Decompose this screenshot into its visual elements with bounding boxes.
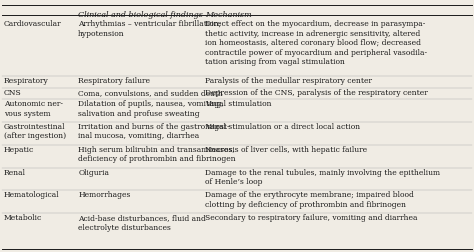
Text: Acid-base disturbances, fluid and
electrolyte disturbances: Acid-base disturbances, fluid and electr… [78,213,206,231]
Text: Necrosis of liver cells, with hepatic failure: Necrosis of liver cells, with hepatic fa… [205,145,367,153]
Text: Respiratory: Respiratory [4,77,48,85]
Text: Paralysis of the medullar respiratory center: Paralysis of the medullar respiratory ce… [205,77,372,85]
Text: Renal: Renal [4,168,26,176]
Text: CNS: CNS [4,88,21,97]
Text: Irritation and burns of the gastrointest-
inal mucosa, vomiting, diarrhea: Irritation and burns of the gastrointest… [78,122,230,140]
Text: Direct effect on the myocardium, decrease in parasympa-
thetic activity, increas: Direct effect on the myocardium, decreas… [205,20,427,66]
Text: Metabolic: Metabolic [4,213,42,221]
Text: Mechanism: Mechanism [205,11,252,19]
Text: Damage to the renal tubules, mainly involving the epithelium
of Henle’s loop: Damage to the renal tubules, mainly invo… [205,168,440,185]
Text: Arrhythmias – ventricular fibrillation;
hypotension: Arrhythmias – ventricular fibrillation; … [78,20,221,38]
Text: Clinical and biological findings: Clinical and biological findings [78,11,203,19]
Text: Depression of the CNS, paralysis of the respiratory center: Depression of the CNS, paralysis of the … [205,88,428,97]
Text: Hepatic: Hepatic [4,145,34,153]
Text: Cardiovascular: Cardiovascular [4,20,62,28]
Text: Vagal stimulation or a direct local action: Vagal stimulation or a direct local acti… [205,122,360,131]
Text: Vagal stimulation: Vagal stimulation [205,100,271,108]
Text: Oliguria: Oliguria [78,168,109,176]
Text: High serum bilirubin and transaminases,
deficiency of prothrombin and fibrinogen: High serum bilirubin and transaminases, … [78,145,236,163]
Text: Autonomic ner-
vous system: Autonomic ner- vous system [4,100,63,117]
Text: Dilatation of pupils, nausea, vomiting,
salivation and profuse sweating: Dilatation of pupils, nausea, vomiting, … [78,100,224,117]
Text: Hemorrhages: Hemorrhages [78,191,130,199]
Text: Secondary to respiratory failure, vomiting and diarrhea: Secondary to respiratory failure, vomiti… [205,213,417,221]
Text: Coma, convulsions, and sudden death: Coma, convulsions, and sudden death [78,88,223,97]
Text: Damage of the erythrocyte membrane; impaired blood
clotting by deficiency of pro: Damage of the erythrocyte membrane; impa… [205,191,414,208]
Text: Respiratory failure: Respiratory failure [78,77,150,85]
Text: Hematological: Hematological [4,191,59,199]
Text: Gastrointestinal
(after ingestion): Gastrointestinal (after ingestion) [4,122,66,140]
